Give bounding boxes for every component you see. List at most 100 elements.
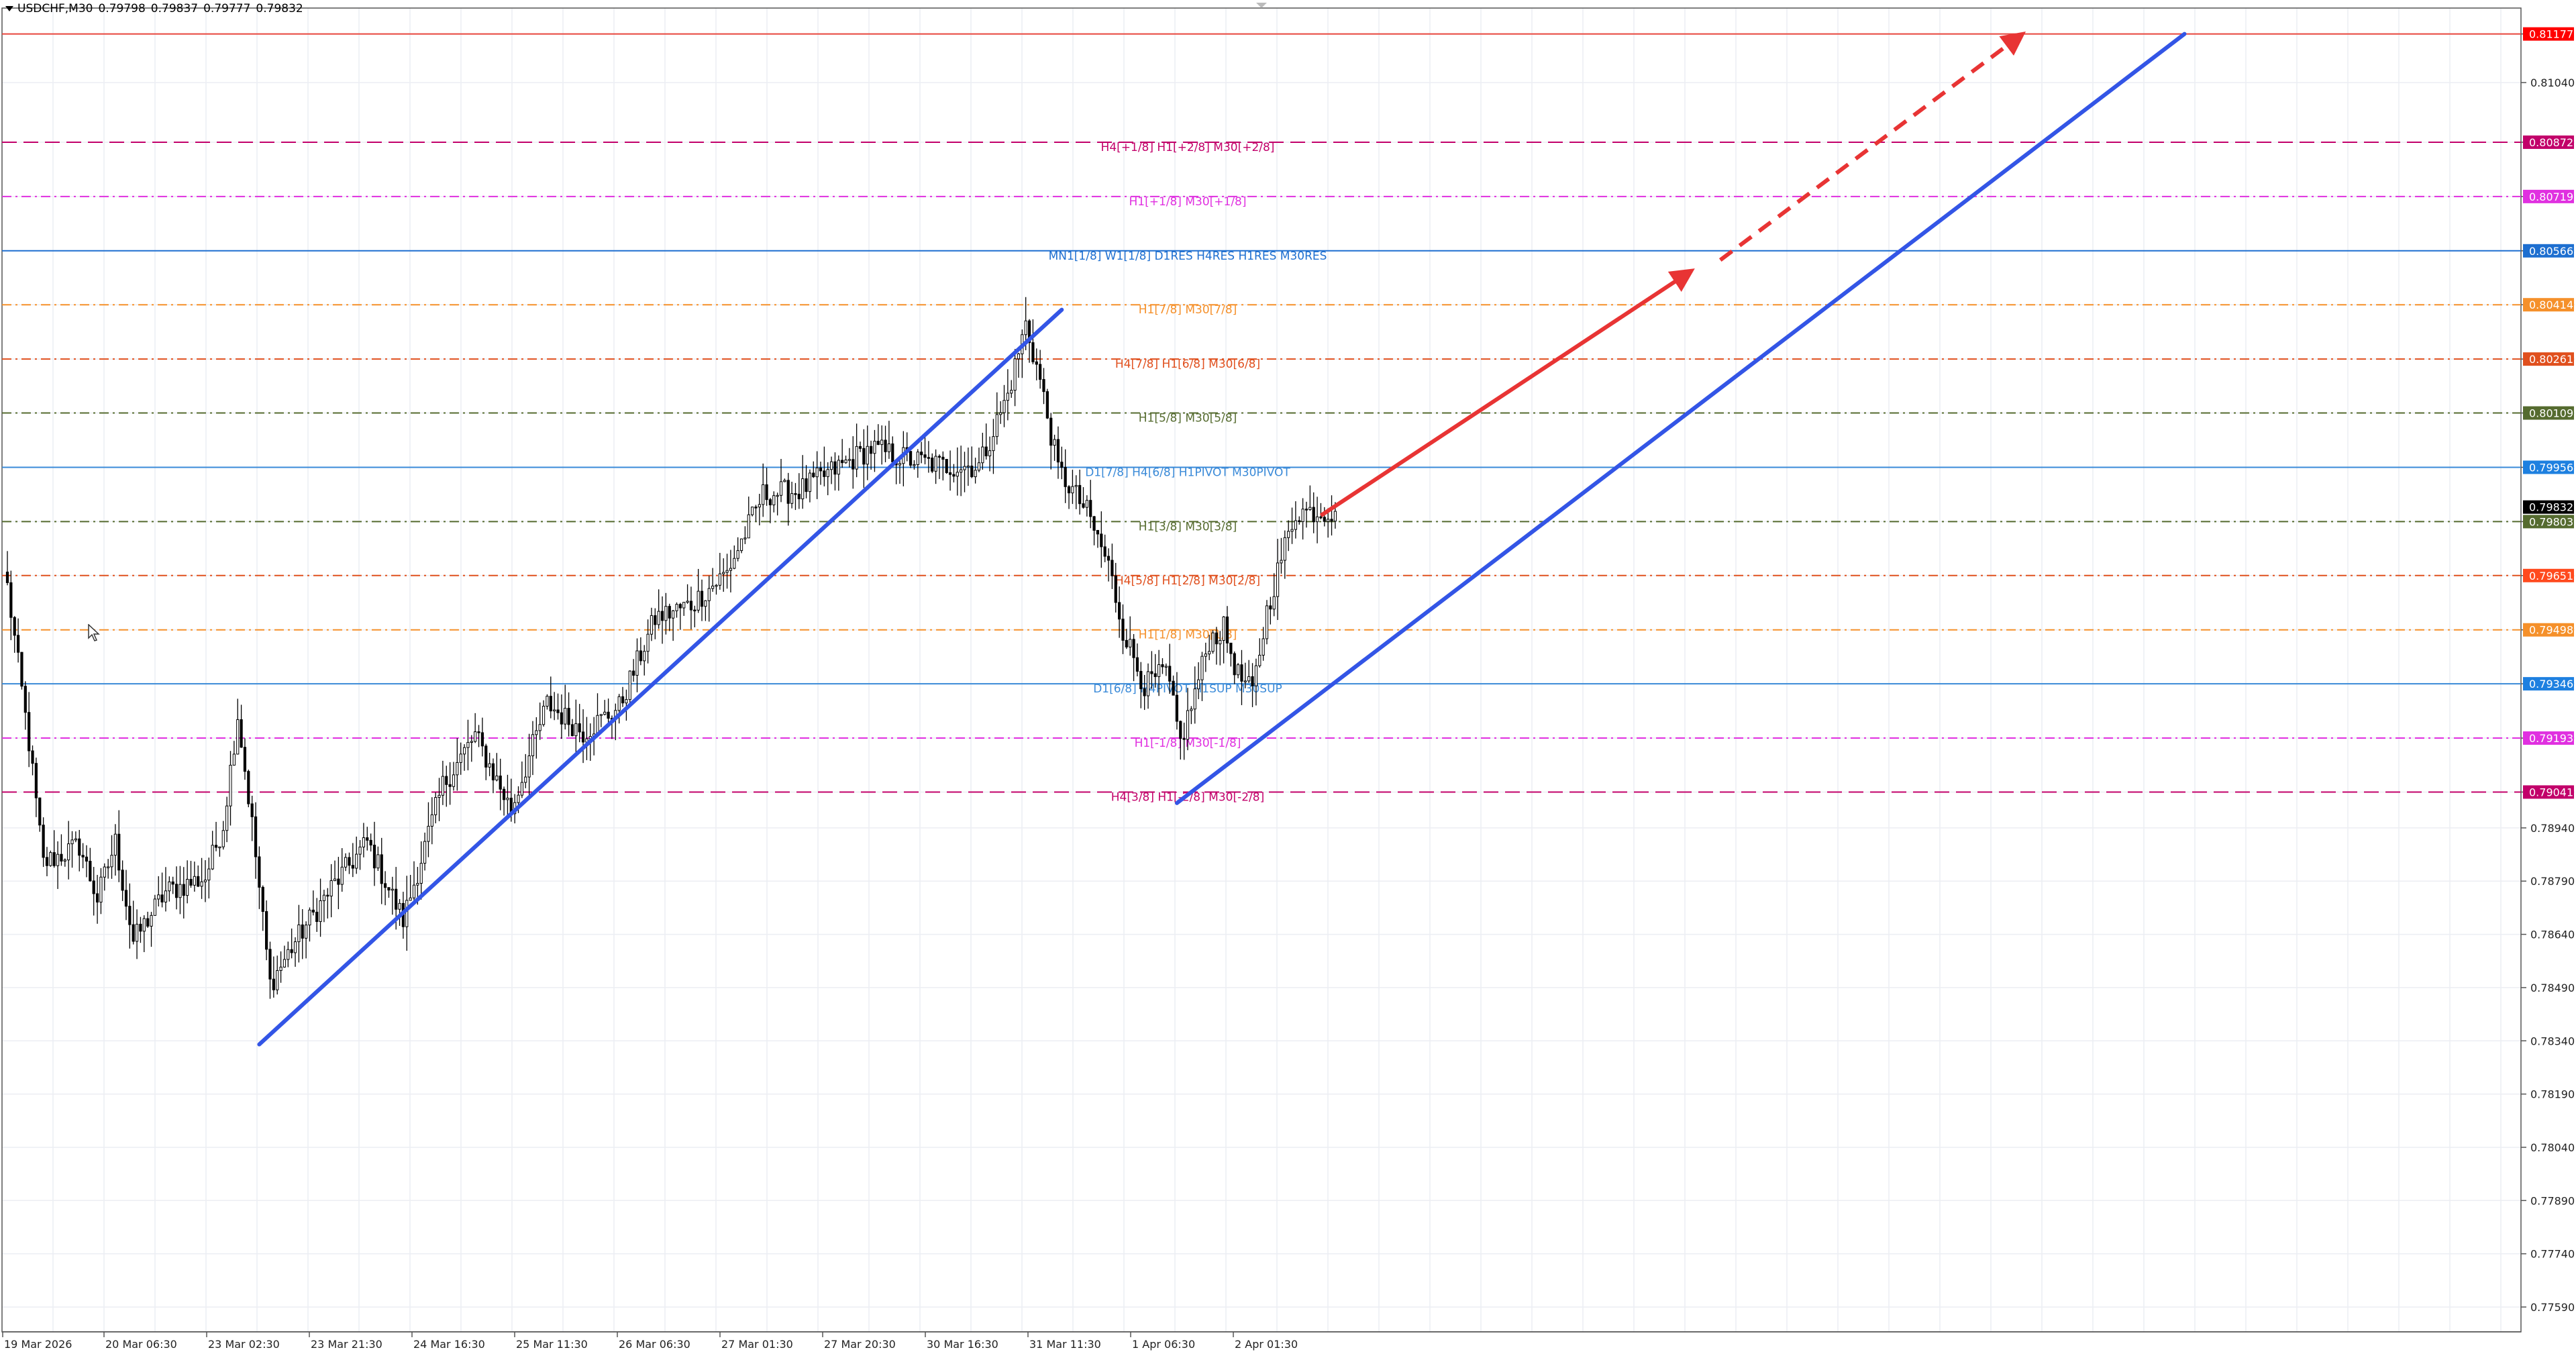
candle: [1233, 651, 1236, 684]
candle: [1269, 596, 1272, 625]
time-tick-label: 19 Mar 2026: [4, 1338, 72, 1351]
candle: [1182, 723, 1186, 760]
candle: [546, 694, 549, 710]
caret-down-icon[interactable]: [5, 6, 13, 11]
candle: [1125, 629, 1128, 649]
candle: [232, 741, 236, 766]
candle: [319, 878, 322, 937]
candle: [81, 843, 85, 869]
candle: [502, 786, 506, 816]
candle: [70, 831, 74, 868]
candle: [459, 742, 462, 775]
candle: [625, 689, 628, 721]
candle: [1111, 543, 1114, 589]
candle: [1013, 349, 1017, 407]
candle: [132, 900, 135, 945]
candle: [524, 753, 527, 788]
candle: [1139, 662, 1143, 709]
candle: [858, 441, 862, 452]
candle: [1261, 627, 1265, 661]
candle: [484, 743, 488, 780]
candle: [941, 451, 945, 481]
candle: [876, 424, 880, 446]
candle: [1164, 663, 1168, 676]
candle: [28, 692, 31, 768]
candle: [913, 460, 916, 470]
candle: [564, 684, 567, 730]
candle: [218, 846, 221, 857]
candle: [1121, 604, 1125, 654]
candle: [837, 455, 840, 491]
candle: [1190, 706, 1193, 725]
candle: [272, 956, 275, 998]
candle: [960, 446, 963, 497]
trendline-upper-channel: [257, 307, 1064, 1047]
candle: [437, 778, 441, 821]
candle: [776, 492, 779, 516]
candle: [560, 694, 563, 739]
candle: [491, 758, 495, 794]
candle: [42, 817, 45, 868]
candle: [200, 857, 203, 899]
candle: [754, 505, 758, 521]
candle: [797, 473, 801, 509]
candle: [999, 401, 1002, 424]
candle: [927, 441, 931, 473]
candle: [67, 821, 70, 880]
price-tick-label: 0.78940: [2530, 822, 2575, 835]
candle: [1071, 470, 1074, 505]
level-price-tag-text: 0.79651: [2529, 570, 2573, 582]
candle: [772, 491, 776, 513]
candle: [697, 568, 700, 613]
candle: [243, 738, 247, 780]
candle: [358, 840, 362, 870]
candle: [852, 436, 855, 489]
candle: [369, 833, 372, 852]
level-label: H1[5/8] M30[5/8]: [1139, 412, 1237, 425]
candle: [549, 676, 552, 719]
candle: [743, 526, 747, 544]
candle: [1186, 688, 1190, 751]
candle: [654, 608, 657, 639]
candle: [45, 847, 49, 876]
candle: [1304, 501, 1308, 528]
candle: [60, 834, 63, 866]
forecast-arrows[interactable]: [1319, 32, 2026, 517]
candle: [866, 425, 869, 480]
candle: [150, 912, 153, 947]
candle: [430, 797, 433, 845]
arrow-forecast-dashed: [1718, 32, 2026, 262]
candle: [398, 899, 401, 926]
candle: [279, 951, 282, 983]
candle: [862, 429, 866, 488]
candle: [786, 472, 790, 526]
price-tick-label: 0.77890: [2530, 1194, 2575, 1207]
candle: [639, 637, 642, 666]
candle: [495, 753, 499, 782]
current-price-tag-text: 0.79832: [2529, 501, 2573, 514]
level-price-tag: [2523, 568, 2574, 582]
time-tick-label: 23 Mar 02:30: [208, 1338, 280, 1351]
candle: [419, 841, 423, 900]
symbol-label: USDCHF,M30: [17, 2, 93, 15]
candle: [207, 857, 211, 899]
candle: [499, 758, 502, 811]
scroll-marker-icon[interactable]: [1256, 3, 1267, 8]
candle: [178, 866, 182, 915]
candle: [988, 436, 992, 472]
level-label: H1[+1/8] M30[+1/8]: [1129, 195, 1246, 209]
candle: [844, 455, 847, 464]
candle: [1074, 475, 1078, 509]
candle: [164, 867, 168, 912]
level-price-tag-text: 0.79346: [2529, 678, 2573, 690]
trendlines[interactable]: [257, 32, 2187, 1047]
candle: [909, 450, 913, 468]
candle: [1153, 654, 1157, 688]
candle: [963, 452, 966, 492]
candle: [153, 894, 156, 916]
candle: [1272, 573, 1276, 617]
candle: [203, 860, 207, 902]
candle: [1280, 537, 1283, 574]
